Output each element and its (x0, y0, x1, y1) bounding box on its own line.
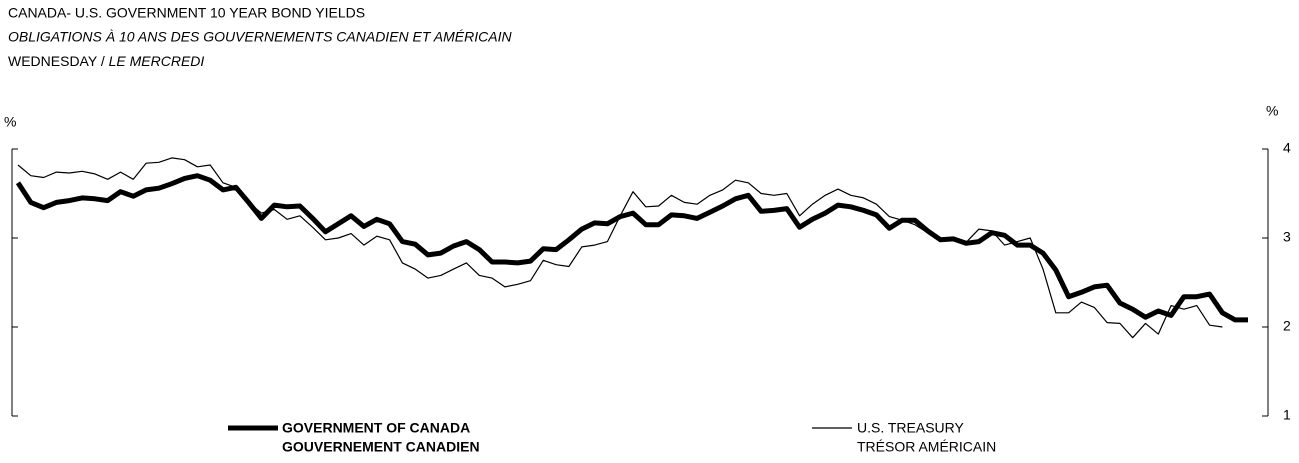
chart-subtitle: OBLIGATIONS À 10 ANS DES GOUVERNEMENTS C… (8, 29, 512, 45)
date-fr: LE MERCREDI (109, 53, 205, 69)
y2-tick-label: 2 (1283, 318, 1291, 334)
chart-title: CANADA- U.S. GOVERNMENT 10 YEAR BOND YIE… (8, 5, 365, 21)
date-separator: / (101, 53, 105, 69)
date-line: WEDNESDAY / LE MERCREDI (8, 53, 204, 69)
legend-label: GOVERNMENT OF CANADA (282, 420, 470, 436)
y2-tick-label: 3 (1283, 229, 1291, 245)
legend-label-fr: GOUVERNEMENT CANADIEN (282, 439, 480, 455)
legend-label-fr: TRÉSOR AMÉRICAIN (857, 439, 996, 455)
y2-tick-label: 4 (1283, 140, 1291, 156)
y2-tick-label: 1 (1283, 407, 1291, 423)
date-en: WEDNESDAY (8, 53, 98, 69)
series-line (15, 173, 1248, 323)
legend-label: U.S. TREASURY (857, 420, 965, 436)
y-axis-label: % (4, 114, 16, 130)
y2-axis-label: % (1266, 103, 1278, 119)
series-line (17, 157, 1223, 339)
